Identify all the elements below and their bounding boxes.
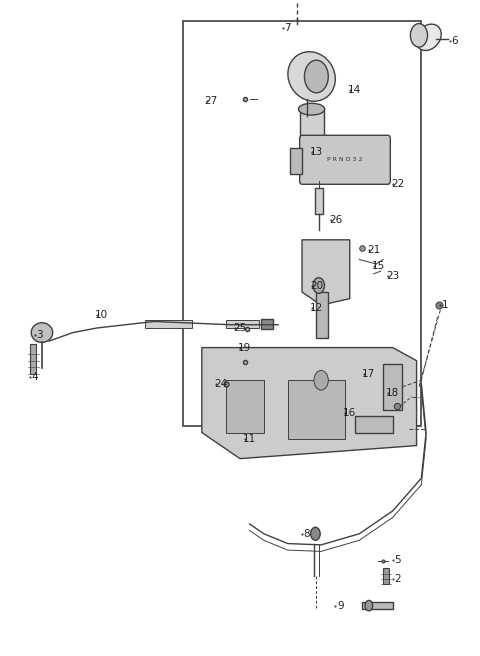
Bar xyxy=(316,292,328,338)
Text: 7: 7 xyxy=(285,22,291,33)
Bar xyxy=(226,320,259,328)
Bar xyxy=(300,109,324,152)
Text: 16: 16 xyxy=(343,408,356,418)
Text: 6: 6 xyxy=(451,35,458,45)
Bar xyxy=(183,21,421,426)
Text: 26: 26 xyxy=(329,215,342,225)
Bar xyxy=(262,319,274,329)
Circle shape xyxy=(314,371,328,390)
Text: 9: 9 xyxy=(337,601,344,611)
Text: 5: 5 xyxy=(394,555,401,565)
Bar xyxy=(30,344,36,374)
Circle shape xyxy=(410,24,428,47)
Text: 4: 4 xyxy=(32,372,38,382)
Text: 12: 12 xyxy=(310,304,323,314)
Text: 11: 11 xyxy=(243,434,256,444)
Text: 18: 18 xyxy=(386,388,399,398)
Text: 25: 25 xyxy=(233,323,247,333)
Circle shape xyxy=(313,277,324,293)
Bar xyxy=(290,148,302,174)
Text: 27: 27 xyxy=(205,96,218,106)
Ellipse shape xyxy=(416,24,441,51)
Bar xyxy=(144,320,192,328)
Bar xyxy=(288,380,345,439)
Text: 19: 19 xyxy=(238,342,252,352)
Bar xyxy=(315,188,323,214)
Bar xyxy=(383,567,389,584)
Polygon shape xyxy=(362,602,393,609)
Text: 17: 17 xyxy=(362,369,375,379)
Polygon shape xyxy=(355,416,393,432)
Polygon shape xyxy=(202,348,417,459)
Text: 2: 2 xyxy=(394,575,401,584)
Text: 1: 1 xyxy=(442,300,448,310)
Text: P R N D 3 2: P R N D 3 2 xyxy=(327,157,363,162)
Text: 8: 8 xyxy=(303,529,310,539)
Circle shape xyxy=(311,527,320,541)
Bar xyxy=(383,364,402,409)
Polygon shape xyxy=(302,240,350,305)
Text: 23: 23 xyxy=(386,271,399,281)
Ellipse shape xyxy=(31,323,53,342)
FancyBboxPatch shape xyxy=(300,135,390,184)
Text: 13: 13 xyxy=(310,147,323,157)
Text: 10: 10 xyxy=(95,310,108,320)
Text: 24: 24 xyxy=(214,379,228,388)
Text: 15: 15 xyxy=(372,261,385,271)
Text: 14: 14 xyxy=(348,85,361,94)
Text: 3: 3 xyxy=(36,329,43,340)
Ellipse shape xyxy=(288,52,336,101)
Text: 21: 21 xyxy=(367,245,380,255)
Circle shape xyxy=(365,600,372,611)
Bar xyxy=(226,380,264,432)
Text: 20: 20 xyxy=(310,281,323,291)
Circle shape xyxy=(304,60,328,93)
Ellipse shape xyxy=(299,103,324,115)
Text: 22: 22 xyxy=(391,179,404,190)
